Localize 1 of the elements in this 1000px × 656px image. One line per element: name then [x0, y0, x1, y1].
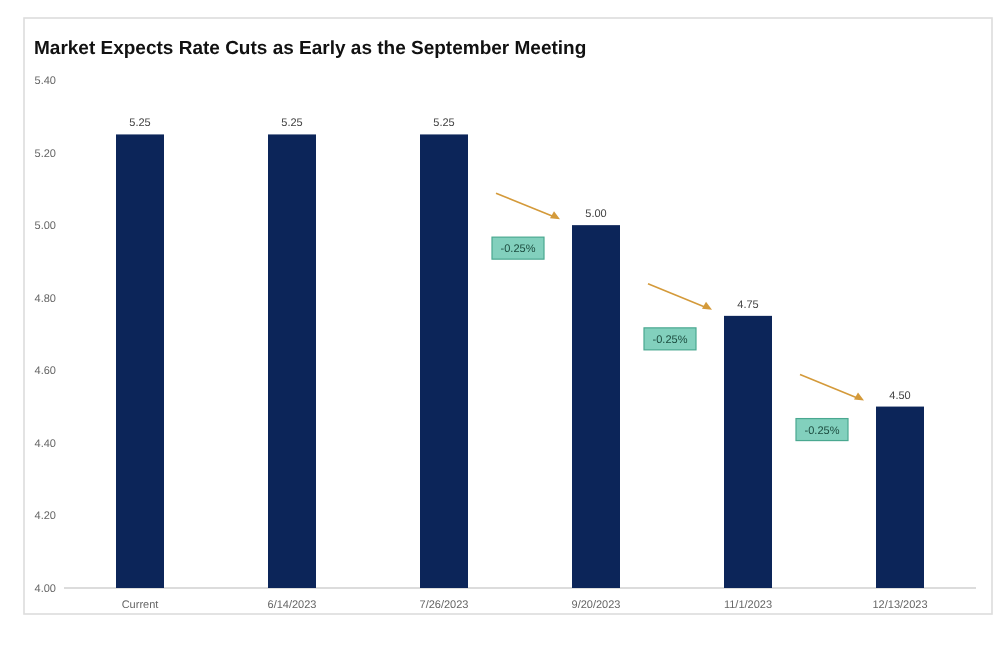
chart-title: Market Expects Rate Cuts as Early as the September Meeting [34, 38, 587, 60]
